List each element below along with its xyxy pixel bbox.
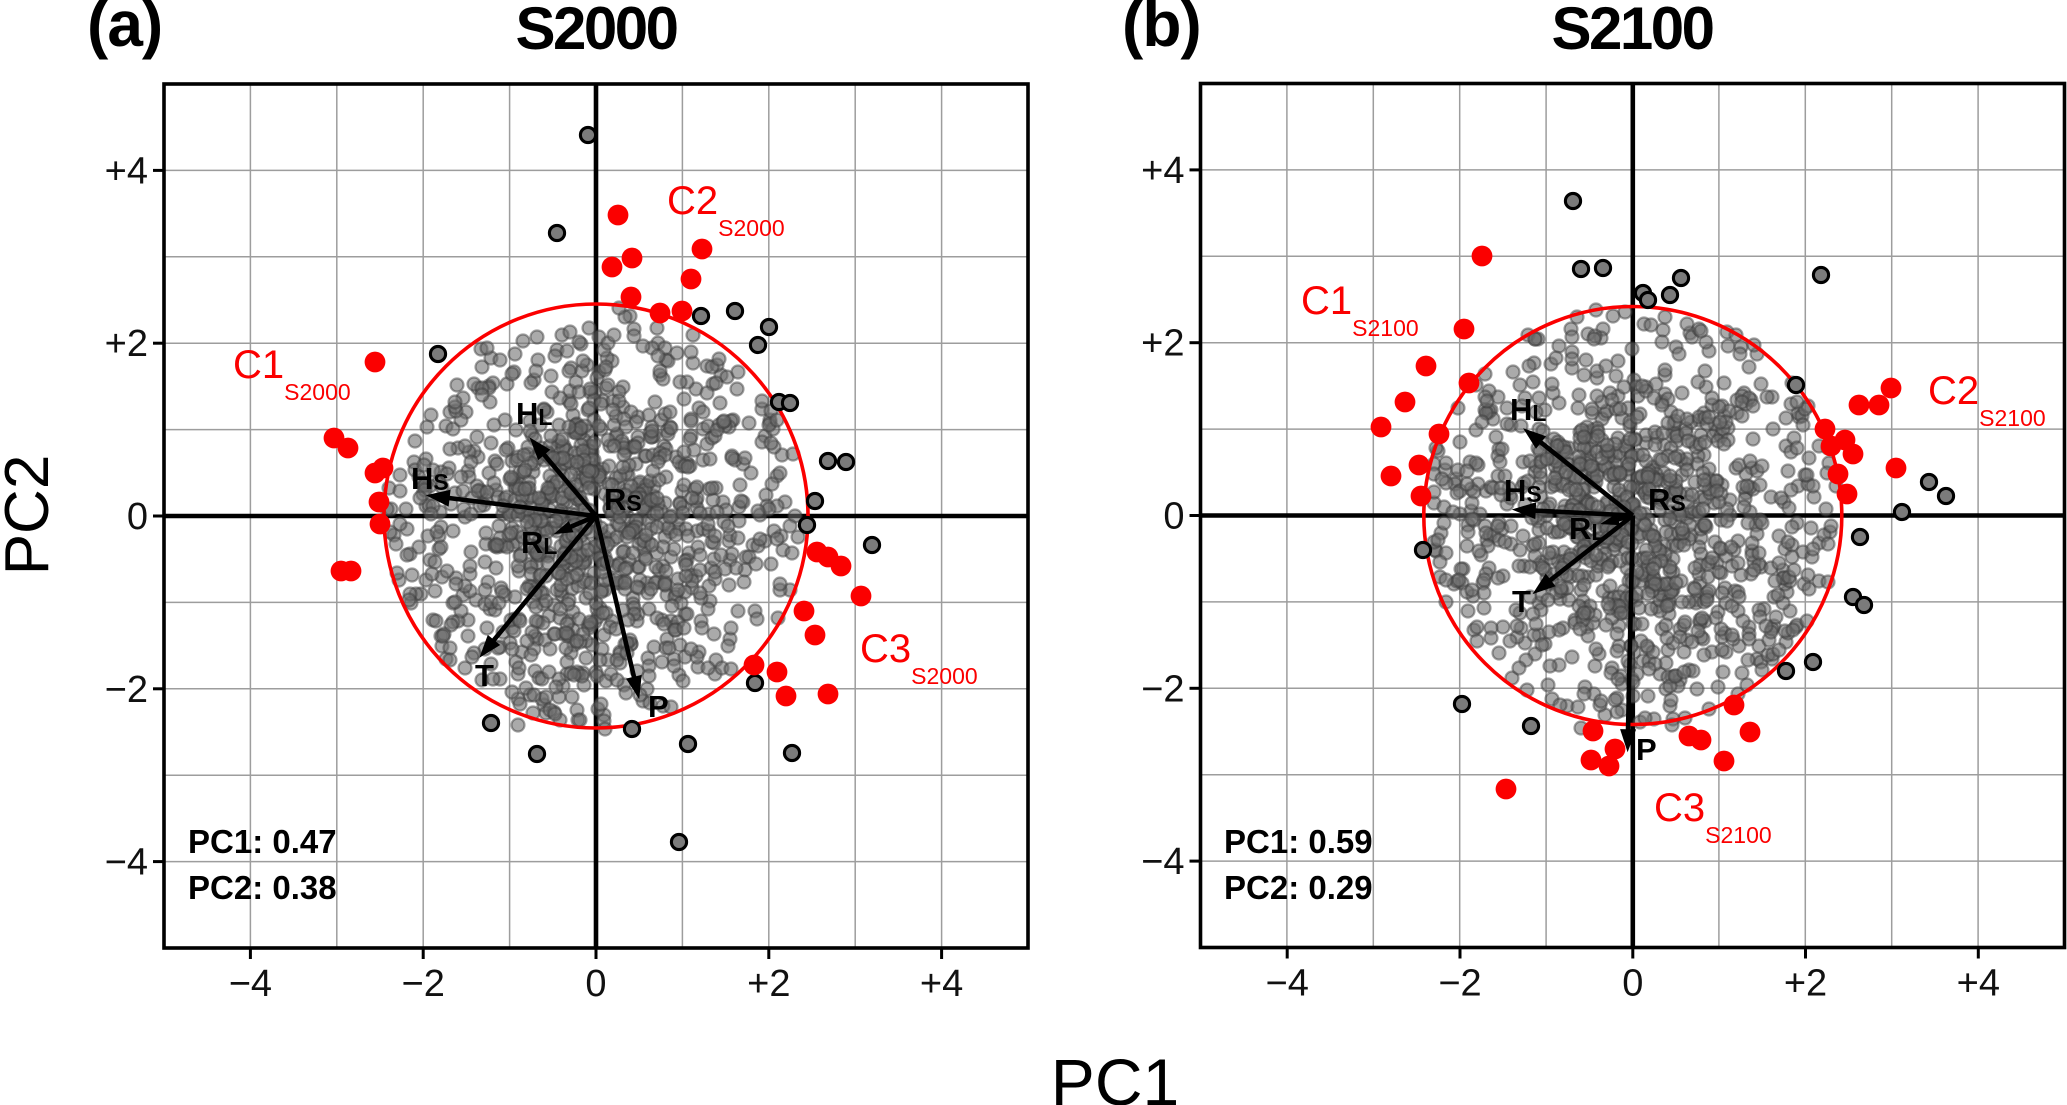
svg-text:T: T <box>1512 584 1531 619</box>
svg-text:0: 0 <box>127 496 148 538</box>
svg-text:S2100: S2100 <box>1552 0 1713 62</box>
svg-text:PC1: 0.47: PC1: 0.47 <box>188 823 337 860</box>
svg-text:−2: −2 <box>402 963 445 1005</box>
svg-text:−2: −2 <box>105 669 148 711</box>
svg-text:+2: +2 <box>1141 323 1184 365</box>
svg-text:PC2: 0.29: PC2: 0.29 <box>1224 869 1373 906</box>
svg-text:PC1: PC1 <box>1051 1045 1179 1105</box>
svg-text:0: 0 <box>1163 496 1184 538</box>
svg-text:(a): (a) <box>87 0 162 60</box>
svg-text:RS: RS <box>604 482 642 517</box>
svg-text:0: 0 <box>1622 963 1643 1005</box>
svg-text:+4: +4 <box>1141 150 1184 192</box>
svg-text:PC1: 0.59: PC1: 0.59 <box>1224 823 1373 860</box>
svg-text:P: P <box>648 689 669 724</box>
svg-text:+2: +2 <box>747 963 790 1005</box>
svg-text:S2000: S2000 <box>516 0 677 62</box>
svg-text:−4: −4 <box>105 842 148 884</box>
svg-text:−4: −4 <box>1141 841 1184 883</box>
svg-text:−4: −4 <box>1266 963 1309 1005</box>
svg-text:PC2: 0.38: PC2: 0.38 <box>188 869 337 906</box>
svg-text:T: T <box>475 658 494 693</box>
svg-text:P: P <box>1636 732 1657 767</box>
svg-text:PC2: PC2 <box>0 455 62 576</box>
svg-text:+2: +2 <box>105 323 148 365</box>
svg-text:−4: −4 <box>229 963 272 1005</box>
svg-text:−2: −2 <box>1141 668 1184 710</box>
svg-text:0: 0 <box>585 963 606 1005</box>
svg-text:+4: +4 <box>1957 963 2000 1005</box>
svg-text:+4: +4 <box>105 150 148 192</box>
svg-text:+2: +2 <box>1784 963 1827 1005</box>
svg-text:+4: +4 <box>920 963 963 1005</box>
svg-text:(b): (b) <box>1122 0 1201 60</box>
svg-text:−2: −2 <box>1438 963 1481 1005</box>
